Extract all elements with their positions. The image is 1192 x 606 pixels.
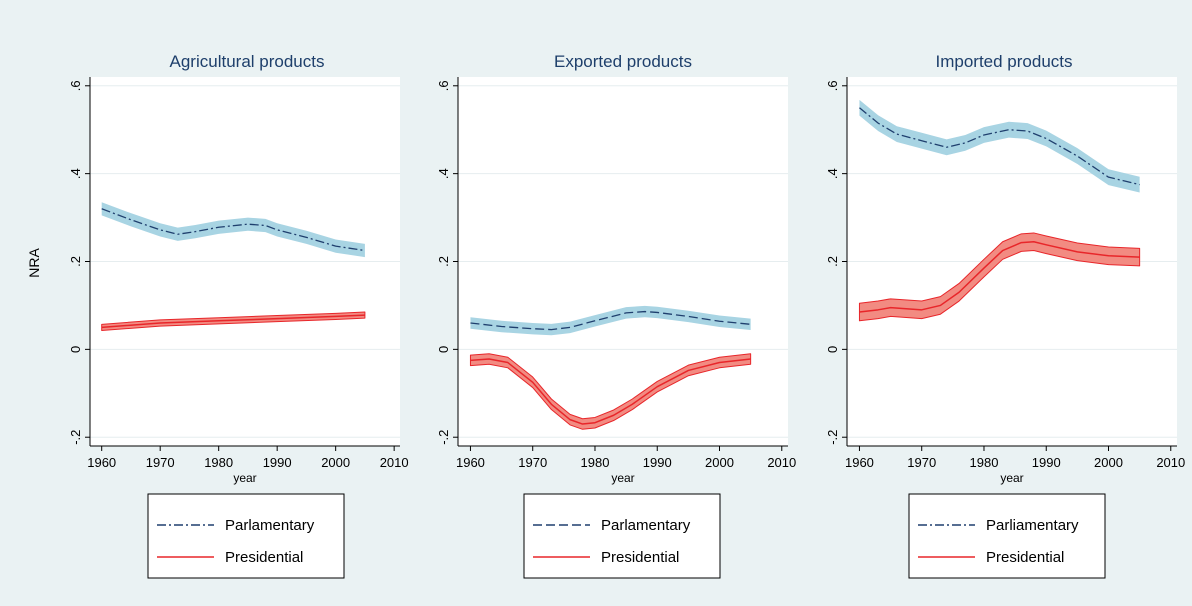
legend-box	[523, 493, 721, 579]
panel-title: Exported products	[554, 52, 692, 71]
x-tick-label: 1970	[146, 455, 175, 470]
y-tick-label: .2	[68, 256, 83, 267]
x-tick-label: 1960	[87, 455, 116, 470]
series-parliamentary-line	[101, 208, 366, 252]
x-axis-label: year	[233, 471, 256, 485]
x-tick-label: 1960	[456, 455, 485, 470]
series-parliamentary-ci-band	[859, 99, 1140, 193]
y-tick-label: .2	[436, 256, 451, 267]
legend-label-presidential: Presidential	[986, 549, 1064, 566]
legend-box	[908, 493, 1106, 579]
y-tick-label: 0	[68, 346, 83, 353]
y-tick-label: -.2	[436, 430, 451, 445]
y-tick-label: .6	[68, 80, 83, 91]
legend-label-presidential: Presidential	[601, 549, 679, 566]
x-tick-label: 1990	[1032, 455, 1061, 470]
y-tick-label: -.2	[825, 430, 840, 445]
x-tick-label: 1960	[845, 455, 874, 470]
x-tick-label: 1980	[581, 455, 610, 470]
series-presidential-line	[859, 240, 1140, 313]
series-presidential-line	[101, 314, 365, 329]
y-tick-label: .6	[825, 80, 840, 91]
panel-title: Imported products	[935, 52, 1072, 71]
series-presidential-ci-band	[101, 311, 366, 331]
x-tick-label: 1980	[204, 455, 233, 470]
legend-box	[147, 493, 345, 579]
y-tick-label: -.2	[68, 430, 83, 445]
y-tick-label: .4	[825, 168, 840, 179]
y-tick-label: .2	[825, 256, 840, 267]
series-presidential-line	[470, 358, 751, 425]
x-tick-label: 1990	[263, 455, 292, 470]
panel-2: -.2 0 .2 .4 .6 1960 1970 1980 1990 2000 2010 year Ex…	[436, 52, 796, 579]
x-axis-label: year	[1000, 471, 1023, 485]
panel-title: Agricultural products	[170, 52, 325, 71]
x-tick-label: 1970	[907, 455, 936, 470]
y-tick-label: .4	[436, 168, 451, 179]
legend-label-parliamentary: Parlamentary	[601, 517, 691, 534]
y-tick-label: .6	[436, 80, 451, 91]
series-parliamentary-ci-band	[101, 202, 365, 258]
x-tick-label: 1980	[970, 455, 999, 470]
x-tick-label: 2000	[705, 455, 734, 470]
x-tick-label: 1970	[518, 455, 547, 470]
series-parliamentary-line	[470, 310, 751, 331]
legend-label-parliamentary: Parlamentary	[225, 517, 315, 534]
panel-1: -.2 0 .2 .4 .6 1960 1970 1980 1990 2000 2010 year Ag…	[68, 52, 409, 579]
legend-label-presidential: Presidential	[225, 549, 303, 566]
x-tick-label: 2000	[321, 455, 350, 470]
legend-label-parliamentary: Parliamentary	[986, 517, 1079, 534]
panel-3: -.2 0 .2 .4 .6 1960 1970 1980 1990 2000 2010 year Im…	[825, 52, 1185, 579]
y-tick-label: 0	[825, 346, 840, 353]
series-presidential-ci-band	[858, 232, 1141, 322]
y-axis-label: NRA	[26, 248, 42, 278]
x-tick-label: 2000	[1094, 455, 1123, 470]
chart-panels: -.2 0 .2 .4 .6 1960 1970 1980 1990 2000 2010 year Ag…	[68, 52, 1185, 579]
series-parliamentary-ci-band	[470, 305, 751, 336]
series-parliamentary-line	[859, 107, 1140, 186]
y-tick-label: 0	[436, 346, 451, 353]
x-tick-label: 2010	[767, 455, 796, 470]
x-axis-label: year	[611, 471, 634, 485]
series-presidential-ci-band	[469, 353, 752, 430]
x-tick-label: 1990	[643, 455, 672, 470]
x-tick-label: 2010	[1156, 455, 1185, 470]
x-tick-label: 2010	[380, 455, 409, 470]
y-tick-label: .4	[68, 168, 83, 179]
